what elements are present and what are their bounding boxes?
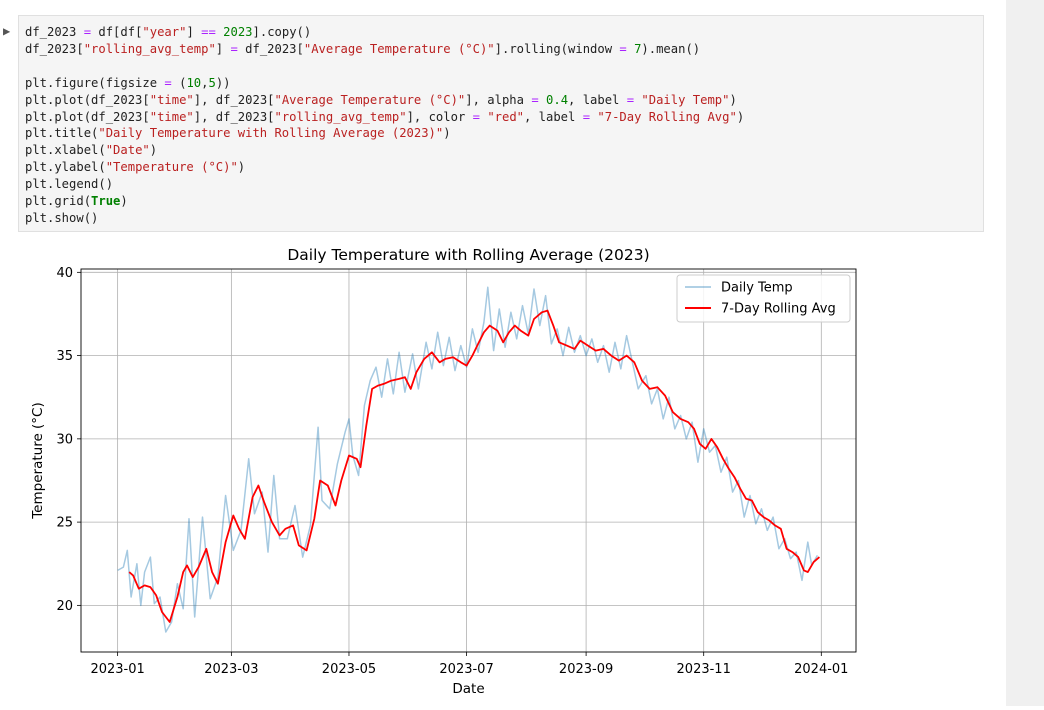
legend-label: 7-Day Rolling Avg bbox=[721, 302, 836, 317]
y-tick-label: 25 bbox=[56, 516, 73, 531]
chart-title: Daily Temperature with Rolling Average (… bbox=[287, 246, 649, 264]
x-tick-label: 2024-01 bbox=[794, 662, 848, 677]
y-tick-label: 40 bbox=[56, 266, 73, 281]
x-tick-label: 2023-09 bbox=[559, 662, 613, 677]
x-tick-label: 2023-07 bbox=[439, 662, 493, 677]
y-axis-label: Temperature (°C) bbox=[30, 402, 46, 520]
legend-label: Daily Temp bbox=[721, 281, 793, 296]
daily-temp-line bbox=[117, 286, 819, 633]
x-axis-label: Date bbox=[452, 681, 484, 697]
scrollbar-track[interactable] bbox=[1006, 0, 1044, 706]
cell-output: 2023-01 2023-03 2023-05 2023-07 2023-09 2023-… bbox=[18, 240, 868, 706]
code-cell[interactable]: df_2023 = df[df["year"] == 2023].copy() … bbox=[18, 15, 984, 232]
cell-collapse-icon[interactable]: ▶ bbox=[3, 24, 11, 38]
y-tick-label: 20 bbox=[56, 599, 73, 614]
y-tick-label: 35 bbox=[56, 349, 73, 364]
x-tick-label: 2023-03 bbox=[204, 662, 258, 677]
y-tick-label: 30 bbox=[56, 432, 73, 447]
rolling-avg-line bbox=[128, 309, 820, 623]
legend-box bbox=[676, 274, 851, 323]
x-tick-label: 2023-05 bbox=[322, 662, 376, 677]
plot-frame bbox=[80, 268, 857, 653]
line-chart: 2023-01 2023-03 2023-05 2023-07 2023-09 2023-… bbox=[30, 246, 857, 697]
x-tick-label: 2023-01 bbox=[90, 662, 144, 677]
x-tick-label: 2023-11 bbox=[677, 662, 731, 677]
code-editor[interactable]: df_2023 = df[df["year"] == 2023].copy() … bbox=[25, 25, 745, 225]
